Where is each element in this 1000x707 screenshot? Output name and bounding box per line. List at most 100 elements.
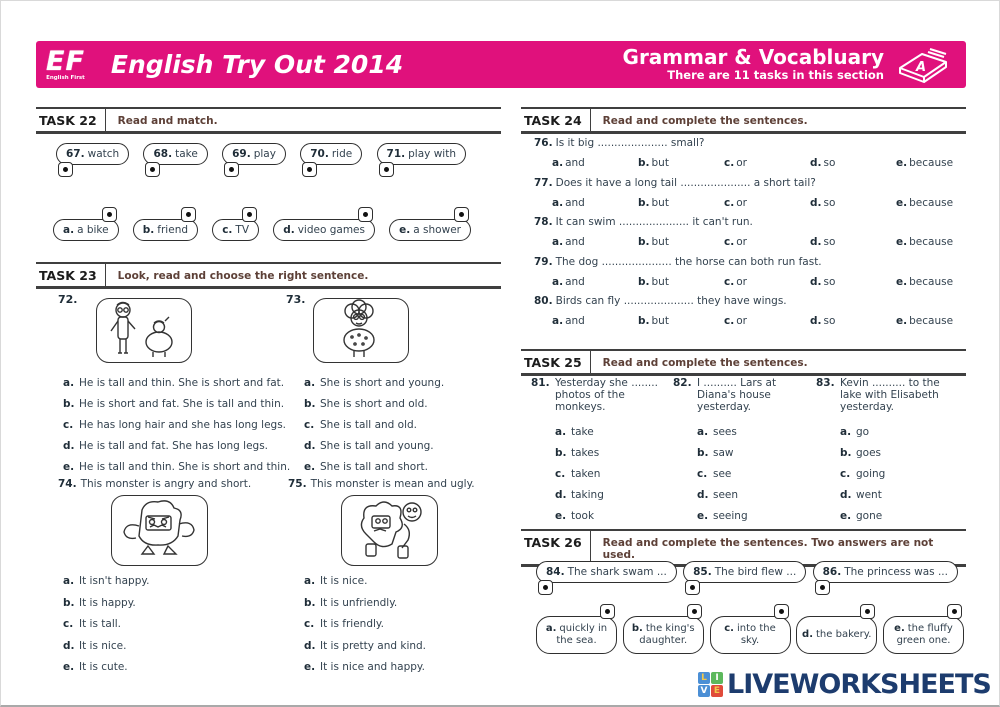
answer-option[interactable]: d. taking	[555, 489, 604, 501]
match-pill-84[interactable]: 84. The shark swam ...	[536, 561, 677, 595]
answer-option[interactable]: b. but	[638, 157, 669, 169]
match-pill-c[interactable]: c. TV	[212, 207, 260, 241]
answer-option[interactable]: c. see	[697, 468, 732, 480]
answer-option[interactable]: a. and	[552, 236, 585, 248]
match-anchor[interactable]	[181, 207, 197, 222]
answer-option[interactable]: a. and	[552, 196, 585, 209]
match-pill-71[interactable]: 71. play with	[376, 143, 466, 177]
match-pill-e[interactable]: e. the fluffy green one.	[883, 604, 964, 654]
answer-option[interactable]: b. goes	[840, 447, 882, 459]
answer-option[interactable]: d. so	[810, 157, 836, 169]
answer-option[interactable]: d. It is nice.	[63, 636, 263, 658]
answer-option[interactable]: b. He is short and fat. She is tall and t…	[63, 394, 303, 415]
answer-option[interactable]: e. because	[896, 275, 954, 288]
answer-option[interactable]: e. because	[896, 157, 954, 169]
answer-option[interactable]: d. went	[840, 489, 882, 501]
match-pill-d[interactable]: d. the bakery.	[796, 604, 878, 654]
task25-items: 81. Yesterday she ........ photos of the …	[531, 377, 963, 527]
answer-option[interactable]: c. It is tall.	[63, 614, 263, 636]
pill-number: 85.	[693, 566, 712, 578]
answer-option[interactable]: b. It is happy.	[63, 593, 263, 615]
answer-option[interactable]: e. because	[896, 196, 954, 209]
answer-option[interactable]: a. and	[552, 315, 585, 327]
answer-option[interactable]: b. but	[638, 236, 669, 248]
answer-option[interactable]: d. It is pretty and kind.	[304, 636, 504, 658]
answer-option[interactable]: e. seeing	[697, 510, 748, 522]
answer-option[interactable]: d. She is tall and young.	[304, 436, 504, 457]
answer-option[interactable]: e. He is tall and thin. She is short and …	[63, 457, 303, 478]
answer-option[interactable]: b. It is unfriendly.	[304, 593, 504, 615]
answer-option[interactable]: a. sees	[697, 426, 737, 438]
match-pill-67[interactable]: 67. watch	[56, 143, 130, 177]
answer-option[interactable]: e. took	[555, 510, 595, 522]
answer-option[interactable]: a. It is nice.	[304, 571, 504, 593]
match-pill-70[interactable]: 70. ride	[300, 143, 363, 177]
answer-option[interactable]: c. It is friendly.	[304, 614, 504, 636]
match-pill-85[interactable]: 85. The bird flew ...	[683, 561, 807, 595]
match-pill-a[interactable]: a. quickly in the sea.	[536, 604, 617, 654]
answer-option[interactable]: c. or	[724, 236, 747, 248]
match-anchor[interactable]	[145, 162, 161, 177]
match-pill-a[interactable]: a. a bike	[53, 207, 119, 241]
answer-option[interactable]: e. gone	[840, 510, 883, 522]
answer-option[interactable]: b. but	[638, 275, 669, 288]
answer-option[interactable]: b. takes	[555, 447, 600, 459]
match-anchor[interactable]	[453, 207, 469, 222]
answer-option[interactable]: c. going	[840, 468, 886, 480]
match-pill-69[interactable]: 69. play	[222, 143, 286, 177]
answer-option[interactable]: d. so	[810, 196, 836, 209]
answer-option[interactable]: b. but	[638, 196, 669, 209]
answer-option[interactable]: b. but	[638, 315, 669, 327]
match-anchor[interactable]	[58, 162, 73, 177]
match-anchor[interactable]	[101, 207, 117, 222]
match-anchor[interactable]	[224, 162, 240, 177]
match-anchor[interactable]	[378, 162, 394, 177]
answer-option[interactable]: c. taken	[555, 468, 601, 480]
answer-option[interactable]: c. or	[724, 275, 747, 288]
match-pill-d[interactable]: d. video games	[273, 207, 375, 241]
match-anchor[interactable]	[357, 207, 373, 222]
answer-option[interactable]: a. It isn't happy.	[63, 571, 263, 593]
answer-option[interactable]: d. so	[810, 236, 836, 248]
answer-option[interactable]: a. take	[555, 426, 594, 438]
answer-option[interactable]: e. She is tall and short.	[304, 457, 504, 478]
match-pill-e[interactable]: e. a shower	[389, 207, 471, 241]
answer-option[interactable]: c. He has long hair and she has long legs…	[63, 415, 303, 436]
answer-option[interactable]: d. so	[810, 315, 836, 327]
question-74-prompt-line: 74. This monster is angry and short.	[58, 478, 251, 490]
match-pill-68[interactable]: 68. take	[143, 143, 208, 177]
answer-option[interactable]: e. because	[896, 315, 954, 327]
answer-option[interactable]: e. because	[896, 236, 954, 248]
answer-option[interactable]: c. She is tall and old.	[304, 415, 504, 436]
answer-option[interactable]: c. or	[724, 196, 747, 209]
answer-option[interactable]: b. saw	[697, 447, 734, 459]
answer-option[interactable]: e. It is nice and happy.	[304, 657, 504, 679]
match-anchor[interactable]	[686, 604, 702, 619]
match-anchor[interactable]	[814, 580, 830, 595]
answer-option[interactable]: d. so	[810, 275, 836, 288]
match-pill-86[interactable]: 86. The princess was ...	[812, 561, 958, 595]
answer-option[interactable]: a. He is tall and thin. She is short and …	[63, 373, 303, 394]
answer-option[interactable]: d. seen	[697, 489, 739, 501]
answer-option[interactable]: d. He is tall and fat. She has long legs.	[63, 436, 303, 457]
answer-option[interactable]: a. She is short and young.	[304, 373, 504, 394]
answer-option[interactable]: c. or	[724, 157, 747, 169]
answer-option[interactable]: c. or	[724, 315, 747, 327]
answer-option[interactable]: a. and	[552, 157, 585, 169]
answer-option[interactable]: a. and	[552, 275, 585, 288]
match-anchor[interactable]	[242, 207, 258, 222]
match-anchor[interactable]	[538, 580, 553, 595]
match-pill-b[interactable]: b. friend	[132, 207, 199, 241]
answer-option[interactable]: a. go	[840, 426, 870, 438]
match-anchor[interactable]	[302, 162, 318, 177]
match-anchor[interactable]	[947, 604, 962, 619]
liveworksheets-logo[interactable]: L I V E LIVEWORKSHEETS	[698, 671, 992, 698]
match-anchor[interactable]	[773, 604, 789, 619]
match-pill-c[interactable]: c. into the sky.	[709, 604, 791, 654]
answer-option[interactable]: b. She is short and old.	[304, 394, 504, 415]
match-anchor[interactable]	[685, 580, 701, 595]
match-anchor[interactable]	[600, 604, 615, 619]
answer-option[interactable]: e. It is cute.	[63, 657, 263, 679]
match-pill-b[interactable]: b. the king's daughter.	[622, 604, 704, 654]
match-anchor[interactable]	[860, 604, 876, 619]
